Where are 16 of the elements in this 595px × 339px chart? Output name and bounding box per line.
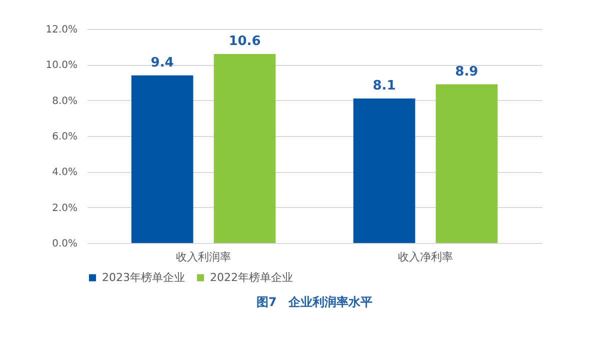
x-tick-label: 收入利润率	[176, 250, 232, 264]
y-tick-label: 4.0%	[52, 167, 78, 178]
y-tick-label: 12.0%	[46, 24, 78, 36]
y-tick-label: 2.0%	[52, 202, 78, 214]
text: 图7 企业利润率水平	[256, 295, 373, 309]
data-label: 8.9	[455, 64, 478, 80]
y-tick-label: 6.0%	[52, 132, 78, 142]
legend-label: 2023年榜单企业	[102, 270, 185, 284]
data-label: 8.1	[372, 78, 396, 94]
legend-label: 2022年榜单企业	[210, 270, 293, 284]
y-tick-label: 8.0%	[52, 96, 78, 107]
data-label: 9.4	[150, 55, 174, 70]
x-tick-label: 收入净利率	[398, 250, 453, 264]
y-tick-label: 10.0%	[46, 60, 78, 72]
data-label: 10.6	[228, 34, 261, 49]
y-tick-label: 0.0%	[52, 238, 78, 250]
